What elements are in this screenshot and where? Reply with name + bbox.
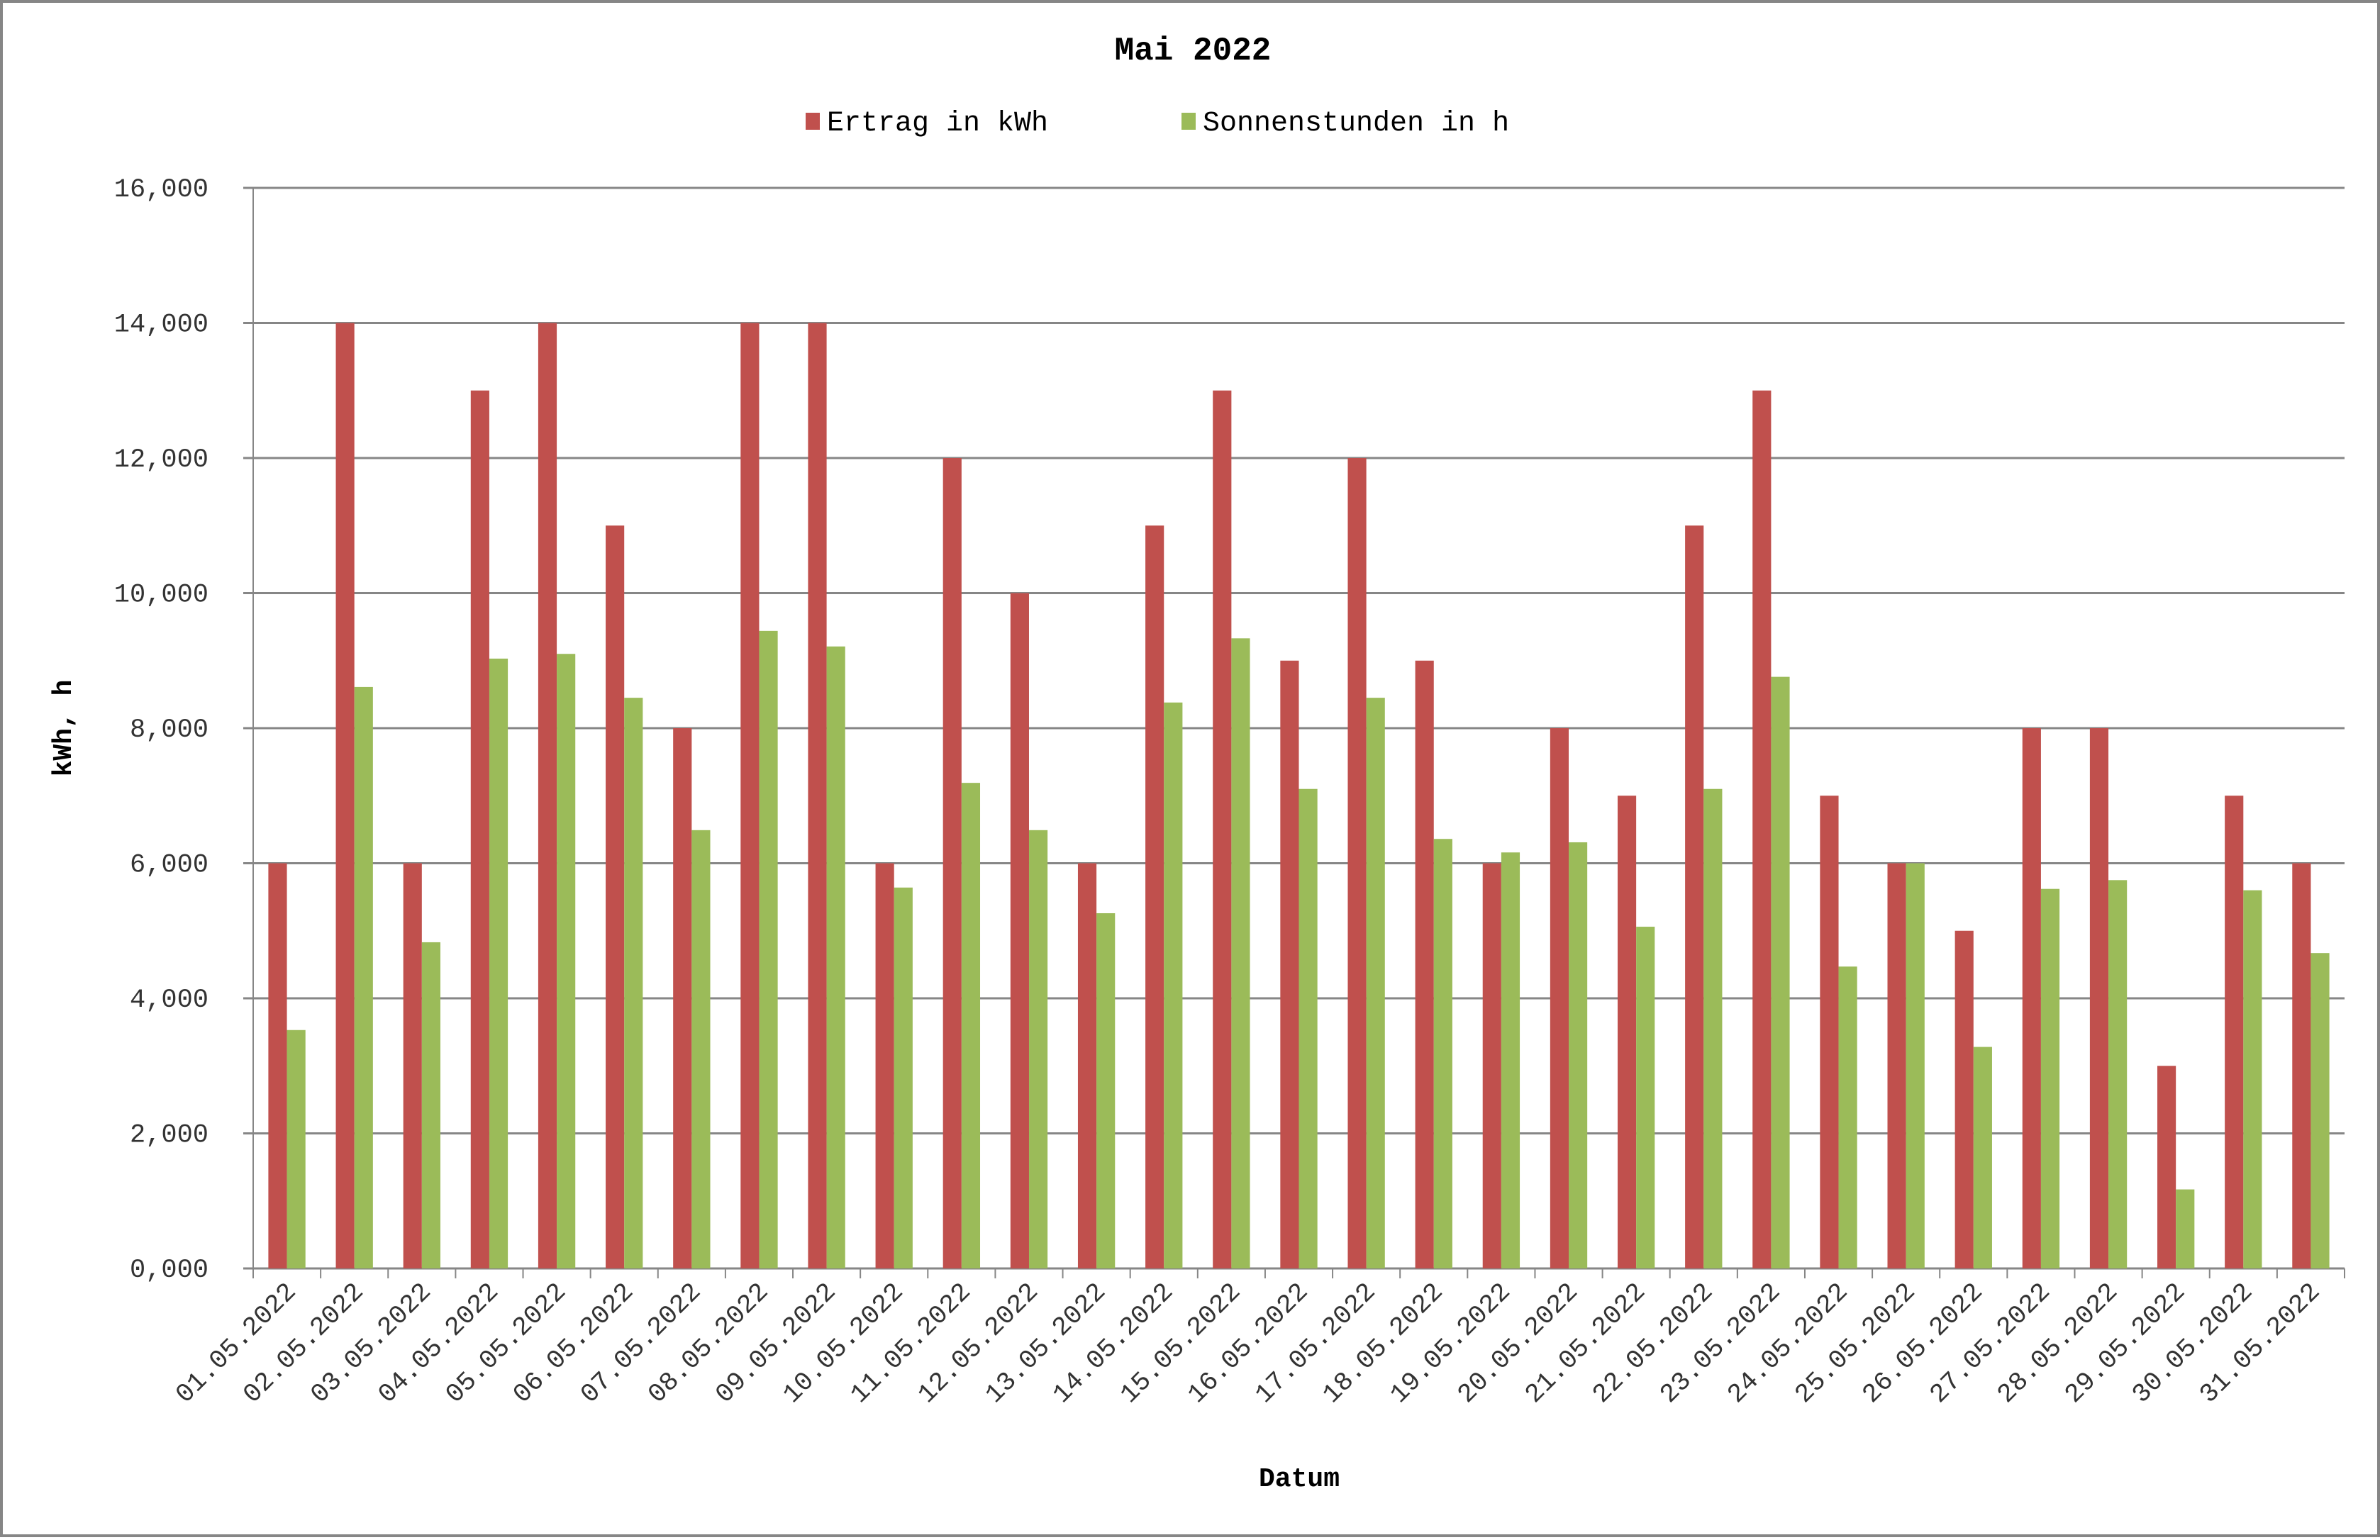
bar-sonnenstunden [894, 887, 913, 1268]
bar-ertrag [2089, 728, 2109, 1268]
bar-sonnenstunden [2108, 880, 2128, 1268]
bar-ertrag [1010, 593, 1029, 1268]
y-tick-label: 8,000 [130, 715, 208, 745]
y-tick-label: 6,000 [130, 851, 208, 881]
bar-ertrag [1617, 796, 1637, 1268]
bar-sonnenstunden [2040, 888, 2060, 1268]
legend-swatch-ertrag [806, 113, 820, 130]
chart-svg: Mai 2022 Ertrag in kWh Sonnenstunden in … [49, 33, 2345, 1495]
bar-ertrag [1752, 390, 1772, 1268]
bar-ertrag [1550, 728, 1569, 1268]
bar-ertrag [1887, 863, 1906, 1268]
bar-sonnenstunden [1771, 676, 1790, 1268]
bar-sonnenstunden [1973, 1047, 1992, 1268]
y-tick-label: 12,000 [114, 445, 208, 475]
legend: Ertrag in kWh Sonnenstunden in h [806, 108, 1509, 140]
bar-ertrag [403, 863, 422, 1268]
bar-ertrag [335, 323, 355, 1268]
x-axis-title: Datum [1259, 1464, 1340, 1495]
bar-sonnenstunden [2243, 890, 2262, 1268]
bar-ertrag [1820, 796, 1839, 1268]
bar-sonnenstunden [826, 646, 845, 1268]
y-tick-label: 4,000 [130, 986, 208, 1015]
bar-sonnenstunden [759, 630, 778, 1268]
bar-ertrag [1347, 458, 1367, 1268]
legend-swatch-sonnenstunden [1181, 113, 1196, 130]
bar-ertrag [1213, 390, 1232, 1268]
bar-sonnenstunden [1906, 863, 1925, 1268]
bar-ertrag [606, 525, 625, 1268]
bar-ertrag [268, 863, 287, 1268]
bar-ertrag [1077, 863, 1097, 1268]
y-tick-label: 2,000 [130, 1121, 208, 1151]
y-tick-label: 10,000 [114, 581, 208, 610]
bar-ertrag [1685, 525, 1704, 1268]
bar-ertrag [2022, 728, 2041, 1268]
bar-sonnenstunden [624, 698, 643, 1268]
bar-sonnenstunden [557, 654, 576, 1268]
bar-sonnenstunden [961, 783, 981, 1268]
bar-sonnenstunden [1028, 830, 1048, 1268]
bar-ertrag [808, 323, 827, 1268]
bar-ertrag [2292, 863, 2311, 1268]
bar-sonnenstunden [2311, 953, 2330, 1268]
bar-sonnenstunden [691, 830, 711, 1268]
bar-sonnenstunden [1366, 698, 1385, 1268]
bar-sonnenstunden [1231, 638, 1250, 1268]
bar-sonnenstunden [1096, 913, 1116, 1268]
bar-sonnenstunden [1569, 842, 1588, 1268]
bar-sonnenstunden [2176, 1189, 2195, 1268]
bar-sonnenstunden [1703, 788, 1723, 1268]
bar-sonnenstunden [354, 686, 373, 1268]
bar-sonnenstunden [1838, 966, 1857, 1268]
bar-sonnenstunden [489, 658, 508, 1268]
bar-ertrag [2157, 1066, 2176, 1268]
bar-ertrag [740, 323, 760, 1268]
y-axis-title: kWh, h [49, 680, 79, 777]
bar-ertrag [2225, 796, 2244, 1268]
bar-ertrag [942, 458, 962, 1268]
bar-ertrag [1415, 660, 1434, 1268]
bar-ertrag [470, 390, 489, 1268]
bar-ertrag [1280, 660, 1299, 1268]
bar-sonnenstunden [421, 942, 440, 1268]
bar-ertrag [875, 863, 894, 1268]
y-tick-label: 14,000 [114, 311, 208, 340]
y-tick-label: 16,000 [114, 175, 208, 205]
bar-ertrag [1954, 930, 1974, 1268]
chart-title: Mai 2022 [1115, 33, 1272, 69]
bar-sonnenstunden [1299, 788, 1318, 1268]
y-tick-label: 0,000 [130, 1256, 208, 1285]
bar-sonnenstunden [1433, 839, 1452, 1268]
legend-label-ertrag: Ertrag in kWh [827, 108, 1048, 140]
bar-ertrag [1482, 863, 1501, 1268]
bar-sonnenstunden [1501, 852, 1520, 1268]
bar-ertrag [538, 323, 557, 1268]
bar-sonnenstunden [1636, 927, 1655, 1268]
bar-sonnenstunden [1164, 702, 1183, 1268]
legend-label-sonnenstunden: Sonnenstunden in h [1203, 108, 1509, 140]
bar-ertrag [1145, 525, 1164, 1268]
x-tick-label: 31.05.2022 [2194, 1278, 2327, 1410]
bar-sonnenstunden [287, 1030, 306, 1268]
bar-ertrag [673, 728, 692, 1268]
